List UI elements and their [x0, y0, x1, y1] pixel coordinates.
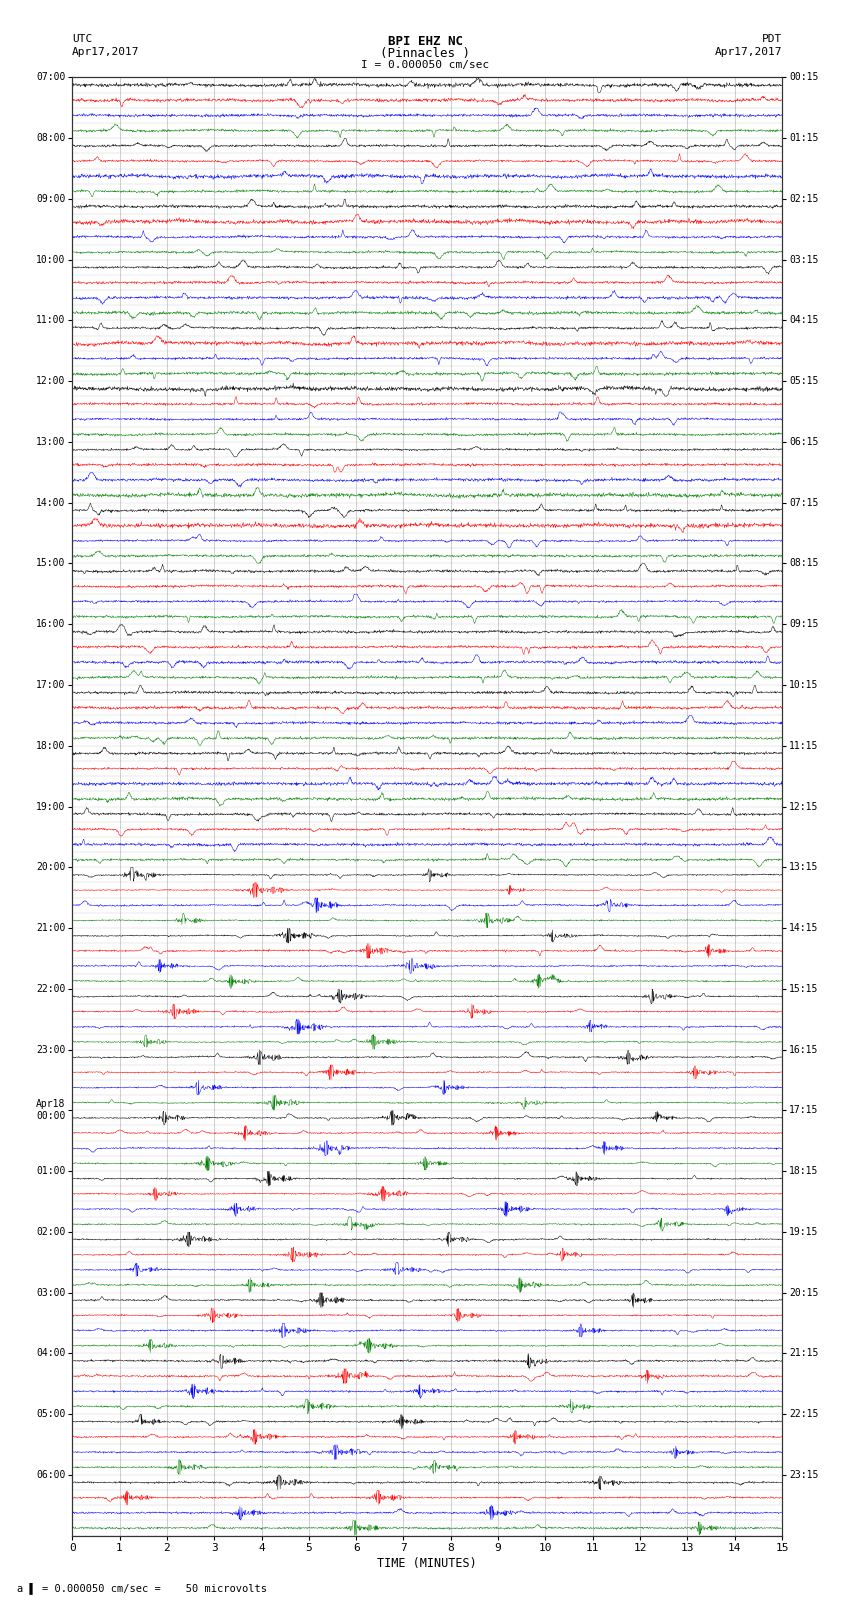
X-axis label: TIME (MINUTES): TIME (MINUTES)	[377, 1557, 477, 1569]
Text: BPI EHZ NC: BPI EHZ NC	[388, 35, 462, 48]
Text: (Pinnacles ): (Pinnacles )	[380, 47, 470, 60]
Text: Apr17,2017: Apr17,2017	[72, 47, 139, 56]
Text: Apr17,2017: Apr17,2017	[715, 47, 782, 56]
Text: UTC: UTC	[72, 34, 93, 44]
Text: PDT: PDT	[762, 34, 782, 44]
Text: a ▌ = 0.000050 cm/sec =    50 microvolts: a ▌ = 0.000050 cm/sec = 50 microvolts	[17, 1582, 267, 1594]
Text: I = 0.000050 cm/sec: I = 0.000050 cm/sec	[361, 60, 489, 69]
